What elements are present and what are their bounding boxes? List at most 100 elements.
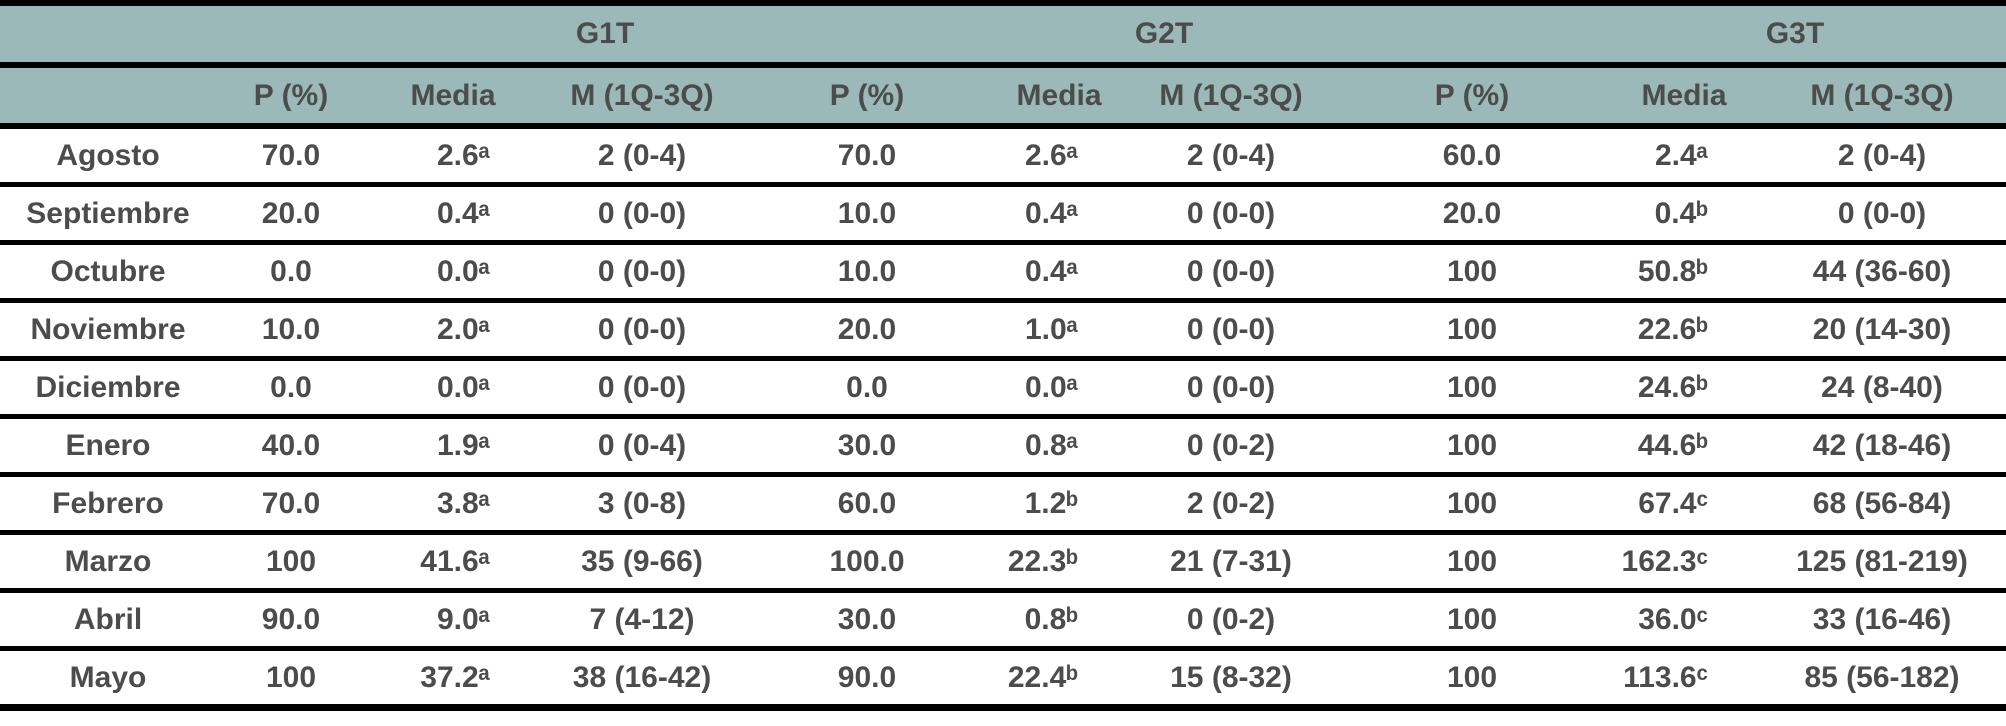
cell-median-iqr: 7 (4-12)	[589, 602, 695, 636]
cell-median-iqr: 0 (0-0)	[597, 312, 687, 346]
cell-p-percent: 100	[1446, 370, 1498, 404]
cell-median-iqr: 0 (0-0)	[1186, 196, 1276, 230]
cell-median-iqr: 125 (81-219)	[1796, 544, 1968, 578]
cell-p-percent: 10.0	[261, 312, 321, 346]
cell-median-iqr: 0 (0-4)	[597, 428, 687, 462]
cell-p-percent: 100	[1446, 312, 1498, 346]
cell-p-percent: 100	[1446, 254, 1498, 288]
table-row: Septiembre 20.0 0.4ᵃ 0 (0-0) 10.0 0.4ᵃ 0…	[0, 185, 2006, 243]
group-header-g1t: G1T	[216, 3, 744, 65]
cell-median-iqr: 0 (0-0)	[597, 196, 687, 230]
subheader-media: Media	[366, 65, 540, 126]
cell-month: Noviembre	[30, 312, 186, 346]
table-row: Mayo 100 37.2ᵃ 38 (16-42) 90.0 22.4ᵇ 15 …	[0, 649, 2006, 708]
cell-media: 2.0ᵃ	[436, 312, 490, 346]
group-header-row: G1T G2T G3T	[0, 3, 2006, 65]
cell-month: Diciembre	[35, 370, 181, 404]
cell-media: 0.0ᵃ	[1024, 370, 1078, 404]
cell-media: 44.6ᵇ	[1637, 428, 1708, 462]
subheader-p-percent: P (%)	[216, 65, 366, 126]
cell-p-percent: 100	[265, 544, 317, 578]
cell-median-iqr: 15 (8-32)	[1170, 660, 1292, 694]
cell-p-percent: 10.0	[837, 254, 897, 288]
cell-month: Agosto	[56, 138, 160, 172]
cell-media: 0.4ᵃ	[436, 196, 490, 230]
cell-median-iqr: 0 (0-0)	[1837, 196, 1927, 230]
cell-media: 0.4ᵇ	[1654, 196, 1708, 230]
cell-media: 67.4ᶜ	[1638, 486, 1708, 520]
cell-p-percent: 60.0	[837, 486, 897, 520]
subheader-row: P (%) Media M (1Q-3Q) P (%) Media M (1Q-…	[0, 65, 2006, 126]
cell-median-iqr: 0 (0-0)	[1186, 254, 1276, 288]
subheader-media: Media	[1610, 65, 1758, 126]
cell-media: 0.0ᵃ	[436, 370, 490, 404]
group-label: G1T	[575, 17, 635, 50]
cell-median-iqr: 0 (0-0)	[1186, 312, 1276, 346]
cell-p-percent: 90.0	[837, 660, 897, 694]
table-header: G1T G2T G3T P (%) Media M (1Q-3Q) P (%) …	[0, 3, 2006, 126]
cell-median-iqr: 20 (14-30)	[1812, 312, 1952, 346]
cell-p-percent: 20.0	[1442, 196, 1502, 230]
cell-median-iqr: 0 (0-0)	[597, 254, 687, 288]
cell-p-percent: 60.0	[1442, 138, 1502, 172]
subheader-median-iqr: M (1Q-3Q)	[1758, 65, 2006, 126]
cell-media: 22.4ᵇ	[1007, 660, 1078, 694]
cell-median-iqr: 38 (16-42)	[572, 660, 712, 694]
group-header-g3t: G3T	[1334, 3, 2006, 65]
cell-median-iqr: 3 (0-8)	[597, 486, 687, 520]
table-row: Febrero 70.0 3.8ᵃ 3 (0-8) 60.0 1.2ᵇ 2 (0…	[0, 475, 2006, 533]
subheader-median-iqr: M (1Q-3Q)	[1128, 65, 1334, 126]
cell-media: 2.6ᵃ	[436, 138, 490, 172]
cell-media: 162.3ᶜ	[1621, 544, 1708, 578]
cell-p-percent: 100	[1446, 660, 1498, 694]
group-label: G2T	[1134, 17, 1194, 50]
group-header-g2t: G2T	[744, 3, 1334, 65]
corner-cell	[0, 65, 216, 126]
cell-media: 22.3ᵇ	[1007, 544, 1078, 578]
subheader-p-percent: P (%)	[1334, 65, 1610, 126]
corner-cell	[0, 3, 216, 65]
cell-media: 9.0ᵃ	[436, 602, 490, 636]
cell-p-percent: 0.0	[270, 254, 312, 288]
cell-p-percent: 100	[1446, 544, 1498, 578]
cell-media: 2.4ᵃ	[1654, 138, 1708, 172]
cell-media: 3.8ᵃ	[436, 486, 490, 520]
cell-median-iqr: 44 (36-60)	[1812, 254, 1952, 288]
table-row: Noviembre 10.0 2.0ᵃ 0 (0-0) 20.0 1.0ᵃ 0 …	[0, 301, 2006, 359]
cell-p-percent: 100	[1446, 486, 1498, 520]
cell-p-percent: 70.0	[261, 138, 321, 172]
cell-media: 0.4ᵃ	[1024, 196, 1078, 230]
cell-media: 24.6ᵇ	[1637, 370, 1708, 404]
cell-media: 0.8ᵃ	[1024, 428, 1078, 462]
cell-media: 0.0ᵃ	[436, 254, 490, 288]
table-row: Agosto 70.0 2.6ᵃ 2 (0-4) 70.0 2.6ᵃ 2 (0-…	[0, 126, 2006, 185]
cell-p-percent: 100.0	[829, 544, 905, 578]
subheader-median-iqr: M (1Q-3Q)	[540, 65, 744, 126]
table-row: Marzo 100 41.6ᵃ 35 (9-66) 100.0 22.3ᵇ 21…	[0, 533, 2006, 591]
cell-median-iqr: 0 (0-2)	[1186, 428, 1276, 462]
cell-median-iqr: 33 (16-46)	[1812, 602, 1952, 636]
cell-month: Febrero	[52, 486, 164, 520]
cell-month: Enero	[65, 428, 151, 462]
cell-median-iqr: 2 (0-4)	[1837, 138, 1927, 172]
cell-median-iqr: 2 (0-4)	[597, 138, 687, 172]
cell-median-iqr: 68 (56-84)	[1812, 486, 1952, 520]
cell-p-percent: 20.0	[837, 312, 897, 346]
cell-media: 0.4ᵃ	[1024, 254, 1078, 288]
cell-media: 41.6ᵃ	[420, 544, 490, 578]
table-body: Agosto 70.0 2.6ᵃ 2 (0-4) 70.0 2.6ᵃ 2 (0-…	[0, 126, 2006, 708]
cell-media: 1.2ᵇ	[1024, 486, 1078, 520]
cell-month: Abril	[73, 602, 143, 636]
cell-media: 36.0ᶜ	[1638, 602, 1708, 636]
cell-month: Mayo	[69, 660, 147, 694]
cell-media: 0.8ᵇ	[1024, 602, 1078, 636]
cell-media: 2.6ᵃ	[1024, 138, 1078, 172]
cell-p-percent: 40.0	[261, 428, 321, 462]
cell-median-iqr: 35 (9-66)	[581, 544, 703, 578]
table-row: Abril 90.0 9.0ᵃ 7 (4-12) 30.0 0.8ᵇ 0 (0-…	[0, 591, 2006, 649]
group-label: G3T	[1765, 17, 1825, 50]
cell-p-percent: 70.0	[837, 138, 897, 172]
cell-p-percent: 20.0	[261, 196, 321, 230]
cell-median-iqr: 42 (18-46)	[1812, 428, 1952, 462]
cell-month: Septiembre	[26, 196, 190, 230]
